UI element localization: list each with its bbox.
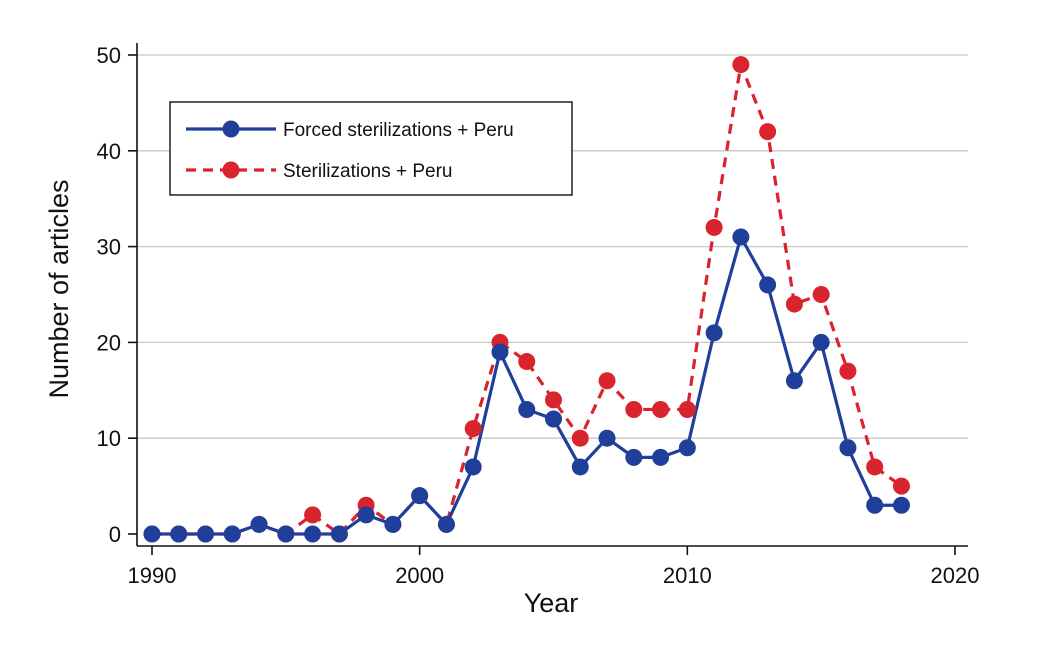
series-0-point bbox=[197, 525, 215, 543]
series-0-point bbox=[277, 525, 295, 543]
series-0-point bbox=[223, 525, 241, 543]
x-tick-label: 2020 bbox=[931, 563, 980, 588]
legend-label-sterilizations: Sterilizations + Peru bbox=[283, 161, 453, 182]
series-0-point bbox=[678, 439, 696, 457]
series-0-point bbox=[357, 506, 375, 524]
series-1-point bbox=[518, 353, 536, 371]
legend-marker-forced bbox=[222, 120, 240, 138]
series-1-point bbox=[304, 506, 322, 524]
y-tick-label: 30 bbox=[97, 235, 121, 260]
series-0-point bbox=[545, 410, 562, 428]
series-1-point bbox=[892, 477, 910, 495]
series-0-point bbox=[625, 448, 643, 466]
series-0-point bbox=[759, 276, 777, 294]
series-1-point bbox=[678, 400, 696, 418]
legend: Forced sterilizations + Peru Sterilizati… bbox=[169, 101, 573, 196]
series-0-point bbox=[652, 448, 670, 466]
series-0-point bbox=[411, 487, 429, 505]
series-0-point bbox=[464, 458, 482, 476]
y-tick-label: 50 bbox=[97, 43, 121, 68]
series-0-point bbox=[839, 439, 857, 457]
x-ticks: 1990 2000 2010 2020 bbox=[128, 546, 980, 588]
series-0-point bbox=[705, 324, 723, 342]
series-1-point bbox=[812, 286, 830, 303]
legend-label-forced: Forced sterilizations + Peru bbox=[283, 120, 514, 141]
y-ticks: 0 10 20 30 40 50 bbox=[97, 43, 137, 547]
series-0-point bbox=[598, 429, 616, 447]
series-1-point bbox=[705, 218, 723, 236]
axes bbox=[136, 43, 968, 547]
series-1-point bbox=[625, 400, 643, 418]
y-axis-title: Number of articles bbox=[44, 179, 74, 398]
series-0-point bbox=[384, 515, 402, 533]
x-tick-label: 1990 bbox=[128, 563, 177, 588]
legend-box bbox=[169, 101, 573, 196]
legend-marker-sterilizations bbox=[222, 161, 240, 179]
series-0-point bbox=[866, 496, 884, 514]
series-1-point bbox=[866, 458, 884, 476]
series-1-point bbox=[652, 400, 670, 418]
series-1-point bbox=[571, 429, 589, 447]
series-0-point bbox=[812, 333, 830, 351]
series-0-point bbox=[250, 515, 268, 533]
series-1-point bbox=[785, 295, 803, 313]
y-tick-label: 0 bbox=[109, 522, 121, 547]
series-1-point bbox=[732, 56, 750, 74]
x-tick-label: 2010 bbox=[663, 563, 712, 588]
series-0-point bbox=[491, 343, 509, 361]
x-tick-label: 2000 bbox=[395, 563, 444, 588]
series-0-point bbox=[571, 458, 589, 476]
series-1-point bbox=[598, 372, 616, 390]
x-axis-title: Year bbox=[524, 588, 579, 618]
series-0-point bbox=[892, 496, 910, 514]
series-1-point bbox=[839, 362, 857, 380]
series-0-point bbox=[304, 525, 322, 543]
series-1-point bbox=[759, 123, 777, 141]
series-0-point bbox=[518, 400, 536, 418]
y-tick-label: 10 bbox=[97, 426, 121, 451]
y-tick-label: 20 bbox=[97, 330, 121, 355]
series-0-point bbox=[785, 372, 803, 390]
series-group bbox=[143, 56, 910, 543]
series-0-point bbox=[437, 515, 455, 533]
y-tick-label: 40 bbox=[97, 139, 121, 164]
series-1-point bbox=[545, 391, 562, 409]
series-0-point bbox=[330, 525, 348, 543]
series-0-point bbox=[143, 525, 161, 543]
series-1-point bbox=[464, 420, 482, 438]
series-0-point bbox=[732, 228, 750, 246]
series-0-point bbox=[170, 525, 188, 543]
